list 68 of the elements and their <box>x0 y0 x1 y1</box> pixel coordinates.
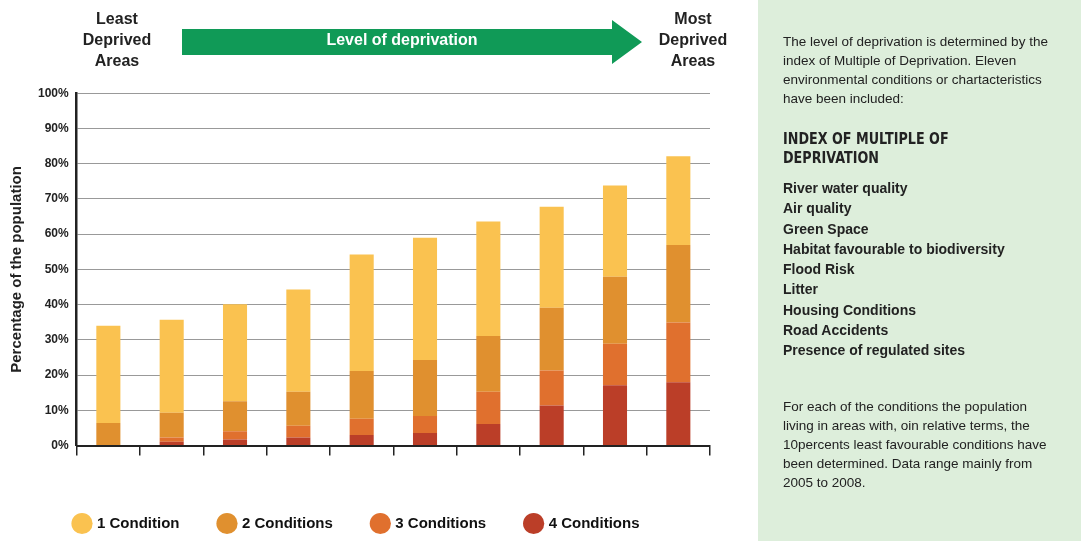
text: Flood Risk <box>783 260 856 280</box>
bar <box>349 435 374 446</box>
bar <box>476 424 501 446</box>
bar <box>602 276 628 344</box>
bar <box>222 439 248 446</box>
bar <box>349 254 374 371</box>
y-axis-title: Percentage of the population <box>7 166 25 373</box>
bar <box>539 405 564 446</box>
y-tick-label: 70% <box>44 191 70 206</box>
bar <box>159 319 184 413</box>
bar <box>286 437 311 446</box>
bar <box>666 245 691 323</box>
text: The level of deprivation is determined by the index of Multiple of Deprivation. Eleven environmental conditions or chartacteristics have been included: <box>783 33 1049 108</box>
text: Housing Conditions <box>783 300 917 320</box>
bar <box>96 423 121 446</box>
y-tick-label: 0% <box>51 437 70 452</box>
bar <box>286 289 311 392</box>
bar <box>602 385 628 446</box>
bar <box>666 382 691 446</box>
bar <box>96 325 121 424</box>
text: INDEX OF MULTIPLE OF DEPRIVATION <box>783 130 950 168</box>
y-tick-label: 80% <box>44 155 70 170</box>
text: For each of the conditions the population living in areas with, oin relative terms, the 10percents least favourable conditions have been determined. Data range mainly from 2005 to 2008. <box>783 397 1048 492</box>
bar <box>412 416 438 433</box>
y-tick-label: 60% <box>44 226 70 241</box>
bar <box>159 437 184 442</box>
bar <box>286 425 311 438</box>
bar <box>222 401 248 432</box>
bar <box>412 432 438 446</box>
y-tick-label: 20% <box>44 367 70 382</box>
text: Air quality <box>783 199 853 219</box>
bar <box>476 336 501 392</box>
y-tick-label: 90% <box>44 120 70 135</box>
bar <box>666 156 691 246</box>
bar <box>666 322 691 383</box>
text: Most Deprived Areas <box>657 9 729 71</box>
bar <box>539 307 564 371</box>
bar <box>412 237 438 360</box>
legend-label: 4 Conditions <box>548 513 640 531</box>
text: Habitat favourable to biodiversity <box>783 239 1006 259</box>
text: River water quality <box>783 179 909 198</box>
bar <box>349 370 374 419</box>
bar <box>222 304 248 402</box>
bar <box>476 391 501 425</box>
y-tick-label: 10% <box>44 402 70 417</box>
legend-label: 1 Condition <box>97 513 180 531</box>
text: Least Deprived Areas <box>81 9 153 71</box>
y-tick-label: 50% <box>44 261 70 276</box>
text: Litter <box>783 280 819 300</box>
text: Level of deprivation <box>325 31 479 49</box>
bar <box>539 370 564 406</box>
y-tick-label: 40% <box>44 296 70 311</box>
bar <box>349 418 374 436</box>
legend-label: 2 Conditions <box>242 513 333 531</box>
text: Road Accidents <box>783 321 890 341</box>
text: Presence of regulated sites <box>783 341 967 361</box>
bar <box>602 185 628 277</box>
y-tick-label: 30% <box>44 332 70 347</box>
bar <box>412 359 438 416</box>
bar <box>476 221 501 336</box>
bar <box>222 431 248 440</box>
bar <box>286 391 311 426</box>
bar <box>159 412 184 438</box>
bar <box>539 206 564 308</box>
bar <box>602 343 628 386</box>
y-tick-label: 100% <box>37 85 70 100</box>
legend-label: 3 Conditions <box>395 513 487 531</box>
text: Green Space <box>783 219 870 239</box>
